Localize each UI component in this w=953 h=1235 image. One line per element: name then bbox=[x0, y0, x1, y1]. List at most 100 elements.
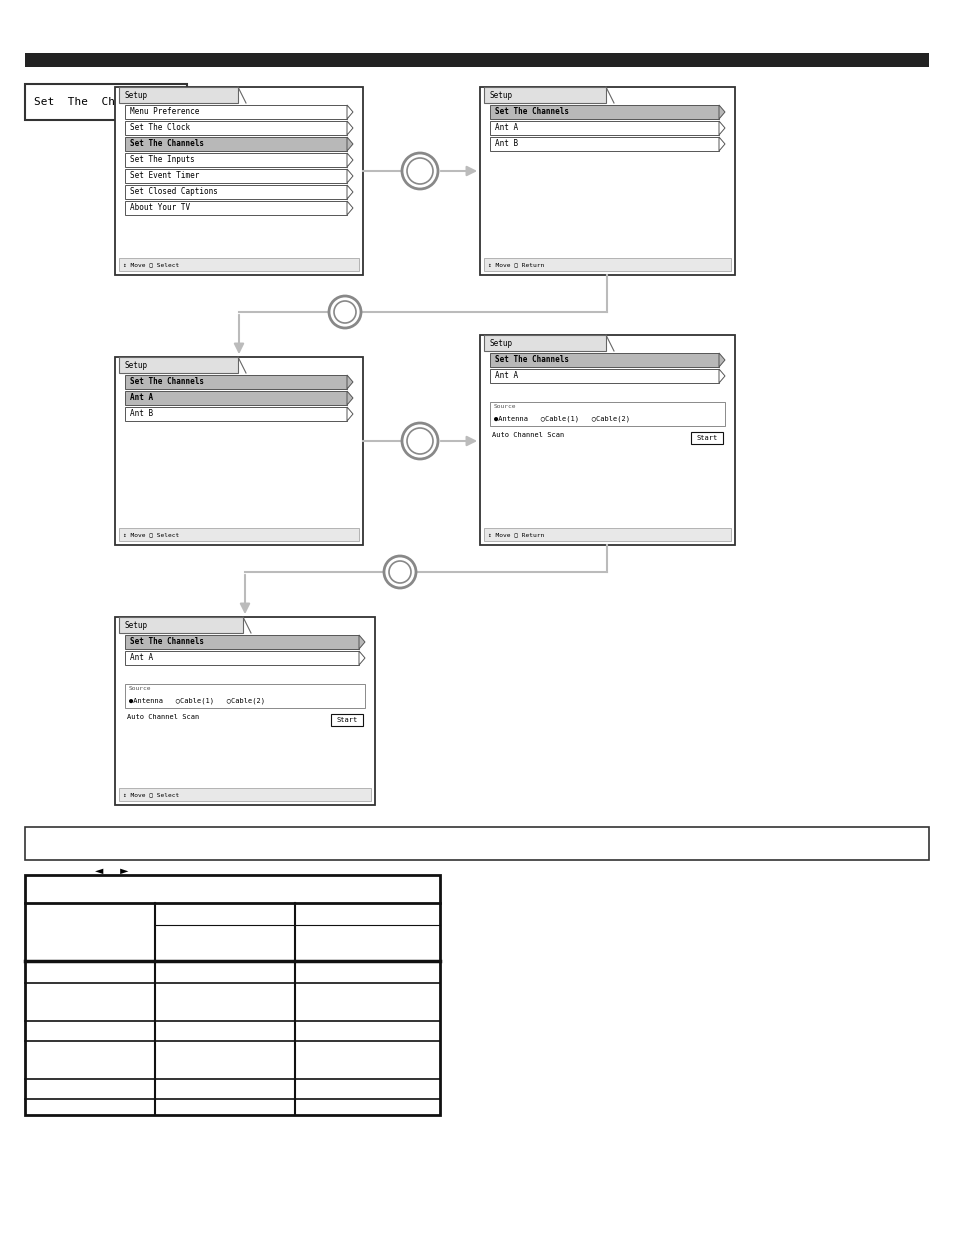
FancyBboxPatch shape bbox=[125, 153, 347, 167]
Bar bbox=[119, 357, 237, 373]
Circle shape bbox=[407, 158, 433, 184]
Text: Set The Channels: Set The Channels bbox=[130, 378, 204, 387]
FancyBboxPatch shape bbox=[125, 375, 347, 389]
FancyBboxPatch shape bbox=[125, 185, 347, 199]
Polygon shape bbox=[347, 153, 353, 167]
Circle shape bbox=[384, 556, 416, 588]
Text: Ant B: Ant B bbox=[130, 410, 153, 419]
Circle shape bbox=[401, 153, 437, 189]
Text: Auto Channel Scan: Auto Channel Scan bbox=[492, 432, 563, 438]
Text: Ant A: Ant A bbox=[130, 394, 153, 403]
FancyBboxPatch shape bbox=[125, 391, 347, 405]
Text: About Your TV: About Your TV bbox=[130, 204, 190, 212]
Text: Ant A: Ant A bbox=[495, 124, 517, 132]
Polygon shape bbox=[347, 201, 353, 215]
Text: Set Closed Captions: Set Closed Captions bbox=[130, 188, 217, 196]
Text: Setup: Setup bbox=[125, 90, 148, 100]
FancyBboxPatch shape bbox=[490, 121, 719, 135]
Text: ↕ Move ▢ Return: ↕ Move ▢ Return bbox=[488, 262, 543, 267]
Text: Set Event Timer: Set Event Timer bbox=[130, 172, 199, 180]
Bar bbox=[119, 86, 237, 103]
FancyBboxPatch shape bbox=[125, 105, 347, 119]
Text: Set The Channels: Set The Channels bbox=[130, 637, 204, 646]
FancyBboxPatch shape bbox=[125, 201, 347, 215]
Bar bbox=[115, 86, 363, 275]
Text: Setup: Setup bbox=[490, 90, 513, 100]
Text: Ant A: Ant A bbox=[130, 653, 153, 662]
Text: Source: Source bbox=[129, 685, 152, 692]
Bar bbox=[483, 529, 730, 541]
Bar bbox=[119, 258, 358, 270]
Text: Set The Inputs: Set The Inputs bbox=[130, 156, 194, 164]
Text: Ant A: Ant A bbox=[495, 372, 517, 380]
Polygon shape bbox=[347, 185, 353, 199]
FancyBboxPatch shape bbox=[125, 651, 358, 664]
Bar bbox=[25, 53, 928, 67]
FancyBboxPatch shape bbox=[490, 105, 719, 119]
FancyBboxPatch shape bbox=[125, 169, 347, 183]
Text: Set The Channels: Set The Channels bbox=[495, 107, 568, 116]
Bar bbox=[331, 714, 363, 726]
Bar bbox=[25, 827, 928, 860]
Text: Set The Clock: Set The Clock bbox=[130, 124, 190, 132]
Polygon shape bbox=[347, 391, 353, 405]
Polygon shape bbox=[358, 635, 365, 650]
Polygon shape bbox=[719, 369, 724, 383]
FancyBboxPatch shape bbox=[125, 408, 347, 421]
Text: Menu Preference: Menu Preference bbox=[130, 107, 199, 116]
Bar bbox=[690, 432, 722, 445]
Polygon shape bbox=[719, 353, 724, 367]
Bar bbox=[119, 788, 371, 802]
Polygon shape bbox=[719, 105, 724, 119]
Text: Setup: Setup bbox=[125, 620, 148, 630]
Text: Source: Source bbox=[494, 404, 516, 409]
FancyBboxPatch shape bbox=[125, 635, 358, 650]
Bar bbox=[483, 335, 605, 351]
Text: Setup: Setup bbox=[125, 361, 148, 369]
Bar bbox=[115, 618, 375, 805]
FancyBboxPatch shape bbox=[490, 403, 724, 426]
Polygon shape bbox=[347, 121, 353, 135]
Bar bbox=[25, 84, 187, 120]
Text: Start: Start bbox=[336, 718, 357, 722]
Polygon shape bbox=[719, 121, 724, 135]
FancyBboxPatch shape bbox=[125, 121, 347, 135]
Polygon shape bbox=[347, 408, 353, 421]
Bar bbox=[119, 529, 358, 541]
Text: ◄  ►: ◄ ► bbox=[95, 864, 129, 878]
Polygon shape bbox=[347, 105, 353, 119]
Text: Setup: Setup bbox=[490, 338, 513, 347]
Bar bbox=[25, 876, 439, 1115]
Bar bbox=[115, 357, 363, 545]
Text: ↕ Move ▢ Select: ↕ Move ▢ Select bbox=[123, 532, 179, 537]
Text: Set  The  Channels: Set The Channels bbox=[34, 98, 155, 107]
Text: ●Antenna   ○Cable(1)   ○Cable(2): ●Antenna ○Cable(1) ○Cable(2) bbox=[129, 698, 265, 704]
Circle shape bbox=[401, 424, 437, 459]
Bar bbox=[119, 618, 243, 634]
Text: Set The Channels: Set The Channels bbox=[495, 356, 568, 364]
FancyBboxPatch shape bbox=[125, 684, 365, 708]
Text: Ant B: Ant B bbox=[495, 140, 517, 148]
Bar bbox=[479, 335, 734, 545]
Bar bbox=[479, 86, 734, 275]
Polygon shape bbox=[347, 169, 353, 183]
Polygon shape bbox=[358, 651, 365, 664]
Polygon shape bbox=[347, 137, 353, 151]
Text: ↕ Move ▢ Select: ↕ Move ▢ Select bbox=[123, 262, 179, 267]
Bar bbox=[483, 86, 605, 103]
Circle shape bbox=[329, 296, 360, 329]
Text: Auto Channel Scan: Auto Channel Scan bbox=[127, 714, 199, 720]
Polygon shape bbox=[719, 137, 724, 151]
Circle shape bbox=[407, 429, 433, 454]
Bar bbox=[483, 258, 730, 270]
Text: Set The Channels: Set The Channels bbox=[130, 140, 204, 148]
Text: ●Antenna   ○Cable(1)   ○Cable(2): ●Antenna ○Cable(1) ○Cable(2) bbox=[494, 416, 629, 422]
Text: ↕ Move ▢ Return: ↕ Move ▢ Return bbox=[488, 532, 543, 537]
Text: Start: Start bbox=[696, 435, 717, 441]
FancyBboxPatch shape bbox=[125, 137, 347, 151]
Circle shape bbox=[334, 301, 355, 324]
FancyBboxPatch shape bbox=[490, 353, 719, 367]
Polygon shape bbox=[347, 375, 353, 389]
Circle shape bbox=[389, 561, 411, 583]
FancyBboxPatch shape bbox=[490, 369, 719, 383]
